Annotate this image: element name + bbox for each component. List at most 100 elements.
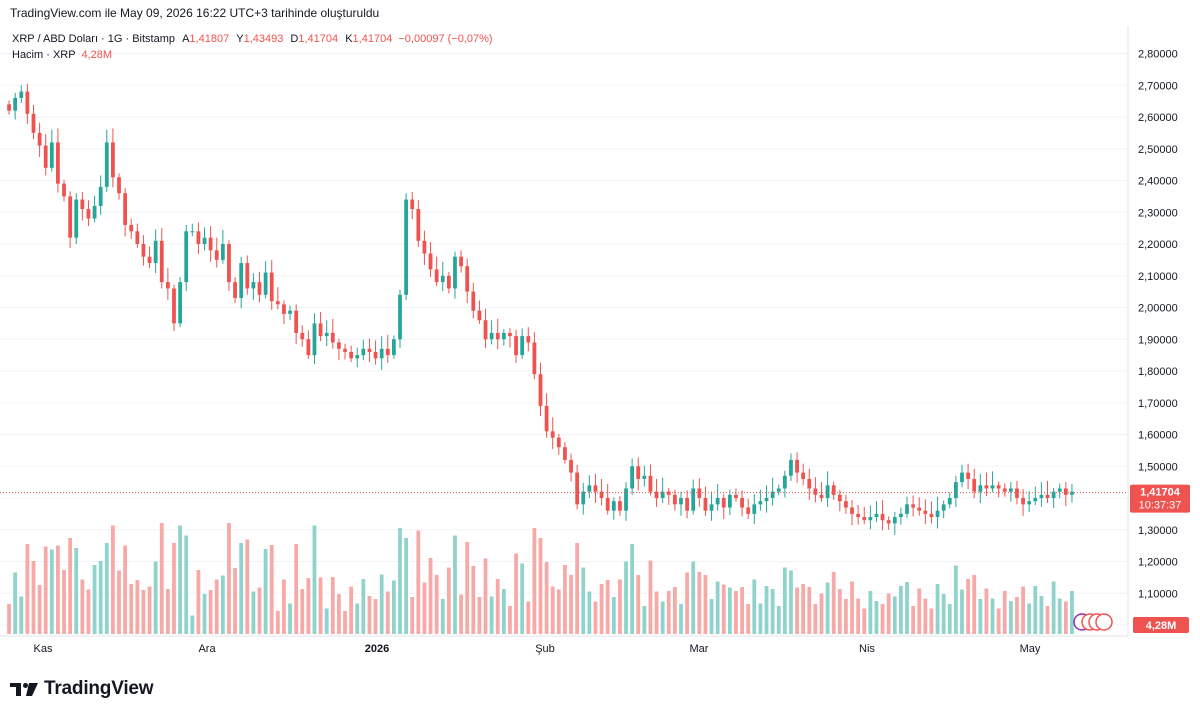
tradingview-icon (10, 683, 38, 696)
candle-body (941, 504, 946, 511)
time-tick-label: Ara (198, 643, 216, 655)
candle-body (672, 494, 677, 505)
volume-bar (92, 565, 97, 634)
candle-body (1033, 498, 1038, 502)
price-chart[interactable]: 2,80000 2,70000 2,60000 2,50000 2,40000 2,300… (0, 26, 1200, 666)
volume-bar (355, 603, 360, 634)
candle-body (654, 491, 659, 498)
volume-bar (19, 596, 24, 634)
volume-bar (159, 523, 164, 634)
candle-body (795, 459, 799, 473)
volume-bar (611, 597, 616, 634)
volume-bar (324, 608, 329, 634)
candle-body (508, 332, 512, 337)
price-tick-label: 1,60000 (1138, 430, 1178, 442)
volume-bar (825, 582, 830, 634)
volume-bar (165, 589, 170, 634)
candle-body (111, 142, 115, 178)
candle-body (660, 491, 665, 498)
candle-body (923, 510, 928, 514)
volume-bar (966, 579, 970, 634)
volume-bar (294, 544, 299, 634)
volume-label[interactable]: Hacim · XRP (12, 49, 76, 61)
candle-body (556, 437, 561, 448)
event-markers[interactable] (1073, 613, 1113, 631)
volume-bar (813, 604, 818, 634)
candle-body (214, 250, 219, 260)
close-label: K (345, 33, 353, 45)
volume-bar (953, 565, 958, 634)
candle-body (544, 405, 549, 432)
volume-bar (392, 580, 396, 634)
volume-bar (752, 579, 757, 634)
volume-bar (56, 545, 60, 634)
candle-body (844, 501, 848, 508)
volume-bar (935, 584, 940, 634)
candle-body (789, 459, 793, 476)
volume-bar (789, 570, 793, 634)
volume-bar (251, 591, 256, 634)
candle-body (978, 485, 983, 492)
symbol-label[interactable]: XRP / ABD Doları · 1G · Bitstamp (12, 33, 176, 45)
volume-bar (379, 574, 384, 634)
volume-bar (147, 586, 152, 634)
candle-body (691, 488, 696, 511)
candle-body (1057, 488, 1062, 492)
volume-bar (795, 587, 799, 634)
candle-body (98, 186, 103, 206)
candle-body (1021, 498, 1025, 505)
candle-body (306, 339, 311, 356)
candle-body (666, 491, 671, 495)
volume-bar (98, 561, 103, 634)
volume-bar (318, 577, 323, 634)
price-axis[interactable]: 2,80000 2,70000 2,60000 2,50000 2,40000 2,300… (1138, 49, 1178, 633)
volume-bar (196, 570, 201, 634)
tradingview-logo[interactable]: TradingView (10, 678, 154, 700)
price-tick-label: 1,10000 (1138, 588, 1178, 600)
volume-bar (764, 586, 769, 634)
volume-bar (837, 589, 842, 634)
time-axis[interactable]: Kas Ara 2026 Şub Mar Nis May (34, 643, 1041, 655)
candle-body (184, 231, 189, 283)
volume-bar (434, 575, 439, 634)
candle-body (410, 199, 415, 210)
volume-bar (123, 545, 128, 634)
volume-bar (899, 586, 903, 634)
candle-body (13, 97, 18, 111)
candlesticks (7, 83, 1074, 535)
candle-body (208, 237, 213, 251)
candle-body (929, 513, 934, 518)
candle-body (1063, 488, 1068, 495)
candle-body (220, 244, 225, 260)
volume-bar (202, 594, 207, 634)
volume-bar (984, 588, 989, 634)
candle-body (25, 91, 30, 114)
volume-bar (13, 572, 18, 634)
price-tick-label: 2,20000 (1138, 239, 1178, 251)
candle-body (563, 447, 567, 460)
volume-bar (740, 587, 744, 634)
volume-bar (1070, 591, 1074, 634)
candle-body (770, 491, 775, 498)
volume-bar (856, 598, 861, 634)
volume-bar (153, 561, 158, 634)
volume-bar (929, 608, 934, 634)
candle-body (514, 336, 518, 356)
candle-body (825, 485, 830, 498)
price-tick-label: 1,50000 (1138, 461, 1178, 473)
candle-body (165, 282, 170, 289)
volume-bar (227, 523, 231, 634)
volume-bar (996, 608, 1001, 634)
volume-bar (495, 579, 500, 634)
event-marker-icon[interactable] (1095, 613, 1113, 631)
candle-body (605, 498, 610, 511)
volume-bar (990, 598, 995, 634)
volume-bar (214, 579, 219, 634)
candle-body (459, 256, 463, 267)
volume-bar (404, 538, 409, 634)
candle-body (984, 485, 989, 489)
volume-bar (184, 535, 189, 634)
candle-body (1008, 488, 1013, 492)
candle-body (917, 507, 922, 511)
candle-body (37, 132, 42, 146)
